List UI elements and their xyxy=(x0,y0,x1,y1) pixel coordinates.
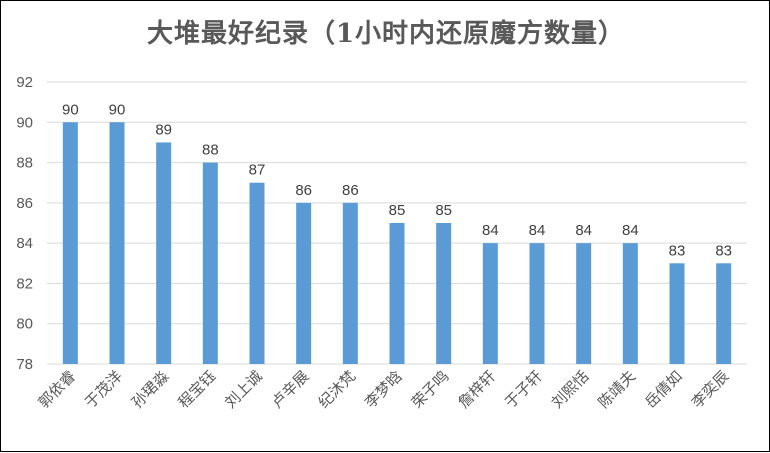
data-label: 84 xyxy=(622,222,639,239)
data-label: 84 xyxy=(529,222,546,239)
data-label: 86 xyxy=(295,182,312,199)
bar xyxy=(109,122,125,365)
bar xyxy=(389,223,405,364)
data-labels: 90 90 89 88 87 86 86 85 85 84 84 84 84 83 83 xyxy=(62,101,732,259)
bar xyxy=(62,122,78,365)
x-tick-label: 程宝钰 xyxy=(175,367,220,412)
bar xyxy=(249,182,265,364)
x-tick-label: 孙珺淼 xyxy=(128,367,173,412)
data-label: 83 xyxy=(715,242,732,259)
x-tick-label: 纪沐梵 xyxy=(315,367,360,412)
y-tick-label: 86 xyxy=(16,195,33,212)
bar xyxy=(622,243,638,364)
bar xyxy=(529,243,545,364)
y-tick-label: 78 xyxy=(16,356,33,373)
data-label: 90 xyxy=(109,101,126,118)
chart-title: 大堆最好纪录（1小时内还原魔方数量） xyxy=(146,19,626,49)
y-tick-label: 80 xyxy=(16,316,33,333)
y-tick-label: 92 xyxy=(16,74,33,91)
bar xyxy=(436,223,452,364)
x-tick-label: 于茂洋 xyxy=(81,367,126,412)
bars xyxy=(62,122,732,365)
bar xyxy=(202,162,218,364)
x-tick-label: 李梦晗 xyxy=(361,367,406,412)
x-tick-label: 卢辛展 xyxy=(268,367,313,412)
x-tick-label: 岳倩如 xyxy=(641,367,686,412)
x-tick-label: 李奕辰 xyxy=(688,367,733,412)
y-tick-label: 82 xyxy=(16,275,33,292)
bar xyxy=(576,243,592,364)
x-tick-label: 刘上诚 xyxy=(221,367,266,412)
y-tick-label: 84 xyxy=(16,235,33,252)
data-label: 87 xyxy=(249,162,266,179)
x-tick-label: 詹梓轩 xyxy=(455,367,500,412)
bar xyxy=(156,142,172,364)
x-tick-label: 于子轩 xyxy=(501,367,546,412)
data-label: 84 xyxy=(575,222,592,239)
data-label: 86 xyxy=(342,182,359,199)
y-tick-label: 88 xyxy=(16,155,33,172)
x-tick-label: 陈靖夫 xyxy=(595,367,640,412)
data-label: 83 xyxy=(669,242,686,259)
x-tick-label: 荣子鸣 xyxy=(408,367,453,412)
y-tick-label: 90 xyxy=(16,114,33,131)
x-tick-label: 郭依睿 xyxy=(35,367,80,412)
y-tick-labels: 78 80 82 84 86 88 90 92 xyxy=(16,74,33,373)
data-label: 85 xyxy=(389,202,406,219)
bar xyxy=(716,263,732,364)
bar xyxy=(296,202,312,364)
x-tick-label: 刘熙恬 xyxy=(548,367,593,412)
x-tick-labels: 郭依睿 于茂洋 孙珺淼 程宝钰 刘上诚 卢辛展 纪沐梵 李梦晗 荣子鸣 詹梓轩 于子轩 刘熙恬 陈靖夫岳… xyxy=(35,367,733,412)
data-label: 88 xyxy=(202,142,219,159)
data-label: 84 xyxy=(482,222,499,239)
data-label: 90 xyxy=(62,101,79,118)
bar xyxy=(342,202,358,364)
data-label: 85 xyxy=(435,202,452,219)
data-label: 89 xyxy=(155,121,172,138)
bar xyxy=(669,263,685,364)
bar xyxy=(482,243,498,364)
